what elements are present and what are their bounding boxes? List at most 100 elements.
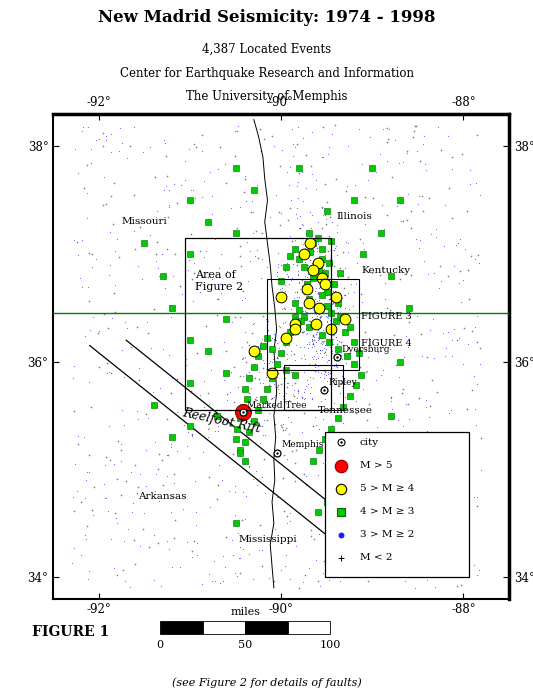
Point <box>92 134 100 145</box>
Point <box>175 561 184 572</box>
Point <box>321 434 329 445</box>
Point <box>313 246 321 257</box>
Point <box>119 371 128 382</box>
Point <box>292 311 300 322</box>
Point <box>314 529 323 540</box>
Point <box>294 388 302 399</box>
Point <box>253 245 262 256</box>
Point <box>268 364 276 375</box>
Point <box>245 461 253 472</box>
Point <box>434 121 442 132</box>
Point <box>163 535 171 546</box>
Point <box>473 491 481 502</box>
Point <box>330 293 339 304</box>
Point <box>314 289 322 300</box>
Text: miles: miles <box>230 608 260 617</box>
Point <box>399 156 407 167</box>
Point <box>165 349 174 361</box>
Point <box>319 280 327 291</box>
Point <box>302 323 311 334</box>
Point <box>233 120 242 131</box>
Point <box>370 512 378 523</box>
Point <box>363 479 372 490</box>
Point <box>236 448 245 459</box>
Point <box>327 324 336 335</box>
Point <box>167 441 175 453</box>
Point <box>345 322 354 333</box>
Text: Missouri: Missouri <box>122 217 167 226</box>
Point <box>263 398 271 409</box>
Point <box>240 170 249 181</box>
Point <box>359 384 367 395</box>
Point <box>463 536 472 547</box>
Point <box>213 420 222 431</box>
Point <box>304 379 312 390</box>
Point <box>78 282 86 293</box>
Point <box>407 502 416 513</box>
Point <box>332 485 340 496</box>
Point <box>266 356 274 367</box>
Point <box>328 419 336 430</box>
Point <box>270 334 279 345</box>
Point <box>154 262 162 273</box>
Point <box>309 354 318 365</box>
Point <box>289 259 297 270</box>
Point <box>280 372 289 383</box>
Point <box>294 295 302 306</box>
Point <box>221 561 229 572</box>
Point <box>456 498 464 509</box>
Point <box>168 373 176 384</box>
Point <box>326 303 335 314</box>
Point <box>411 582 419 593</box>
Point <box>288 273 296 284</box>
Point <box>295 304 304 316</box>
Point <box>350 337 358 348</box>
Point <box>417 446 425 457</box>
Point <box>419 564 427 575</box>
Point <box>158 249 166 260</box>
Point <box>337 571 345 582</box>
Point <box>117 439 126 450</box>
Point <box>198 192 206 203</box>
Point <box>282 549 290 561</box>
Point <box>102 131 111 142</box>
Point <box>318 325 327 336</box>
Point <box>353 257 361 268</box>
Point <box>340 289 348 300</box>
Point <box>117 455 125 466</box>
Point <box>377 370 385 381</box>
Point <box>284 412 293 423</box>
Point <box>327 217 336 228</box>
Text: 0: 0 <box>156 639 164 650</box>
Point <box>419 130 428 141</box>
Point <box>401 330 410 341</box>
Point <box>315 444 324 455</box>
Point <box>328 374 336 385</box>
Point <box>228 317 237 328</box>
Point <box>291 354 300 365</box>
Point <box>322 334 331 345</box>
Point <box>264 408 273 419</box>
Point <box>84 121 92 132</box>
Point <box>317 299 326 310</box>
Point <box>158 270 167 281</box>
Point <box>285 278 294 289</box>
Point <box>429 313 438 325</box>
Point <box>133 406 141 417</box>
Point <box>321 279 329 290</box>
Point <box>386 307 395 318</box>
Point <box>214 163 222 174</box>
Point <box>276 322 284 333</box>
Point <box>392 200 401 211</box>
Point <box>211 575 219 586</box>
Point <box>333 303 341 314</box>
Point <box>446 504 454 516</box>
Point <box>257 336 265 347</box>
Point <box>104 506 112 517</box>
Point <box>311 329 320 340</box>
Point <box>82 475 90 486</box>
Point <box>282 268 291 280</box>
Point <box>293 268 302 280</box>
Point <box>320 348 328 359</box>
Point <box>139 507 148 518</box>
